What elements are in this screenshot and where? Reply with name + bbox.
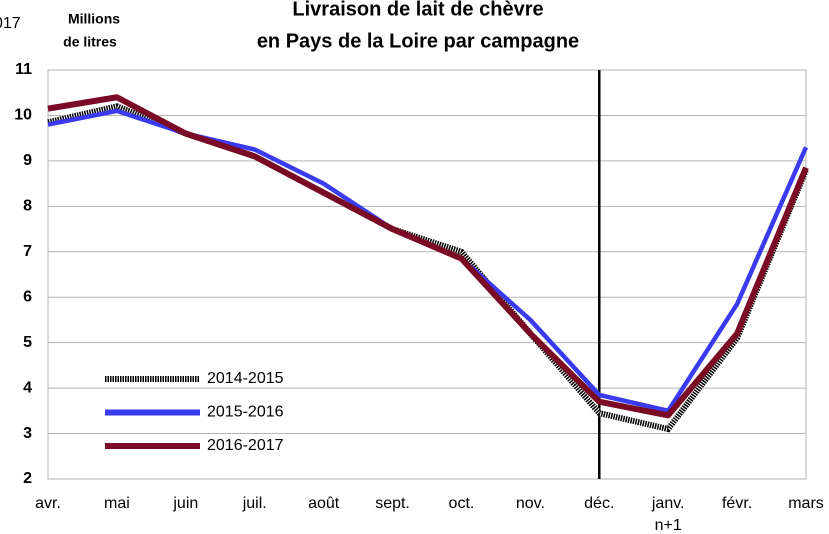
x-tick-label: mai: [104, 495, 130, 512]
x-tick-label: oct.: [449, 495, 475, 512]
x-tick-label: févr.: [722, 495, 752, 512]
legend-label: 2016-2017: [207, 437, 284, 454]
line-underlay: [47, 103, 809, 433]
x-tick-label: juil.: [242, 495, 267, 512]
series-line: [47, 103, 809, 433]
y-tick-label: 6: [23, 288, 32, 305]
y-axis-label: de litres: [63, 34, 117, 50]
x-tick-label: déc.: [584, 495, 614, 512]
chart-title: Livraison de lait de chèvre: [292, 0, 543, 20]
x-tick-label: mars: [788, 495, 824, 512]
y-tick-label: 8: [23, 198, 32, 215]
y-tick-label: 9: [23, 152, 32, 169]
x-tick-label: janv. n+1: [651, 495, 685, 534]
x-tick-label: juin: [172, 495, 198, 512]
y-axis-label: Millions: [68, 11, 120, 27]
y-tick-label: 3: [23, 425, 32, 442]
x-tick-label: août: [308, 495, 340, 512]
x-tick-label: avr.: [35, 495, 61, 512]
series-line: [47, 108, 809, 414]
series-line: [47, 94, 809, 419]
y-tick-label: 5: [23, 334, 32, 351]
y-tick-label: 4: [23, 379, 32, 396]
y-tick-label: 2: [23, 470, 32, 487]
legend-label: 2014-2015: [207, 370, 284, 387]
y-tick-label: 11: [15, 61, 32, 78]
legend-label: 2015-2016: [207, 404, 284, 421]
y-tick-label: 10: [14, 107, 32, 124]
chart-title: en Pays de la Loire par campagne: [257, 30, 579, 52]
x-tick-label: nov.: [516, 495, 545, 512]
y-tick-label: 7: [23, 243, 32, 260]
x-tick-label: sept.: [375, 495, 410, 512]
plot-area: [47, 69, 807, 480]
annotation: 017: [0, 15, 21, 32]
